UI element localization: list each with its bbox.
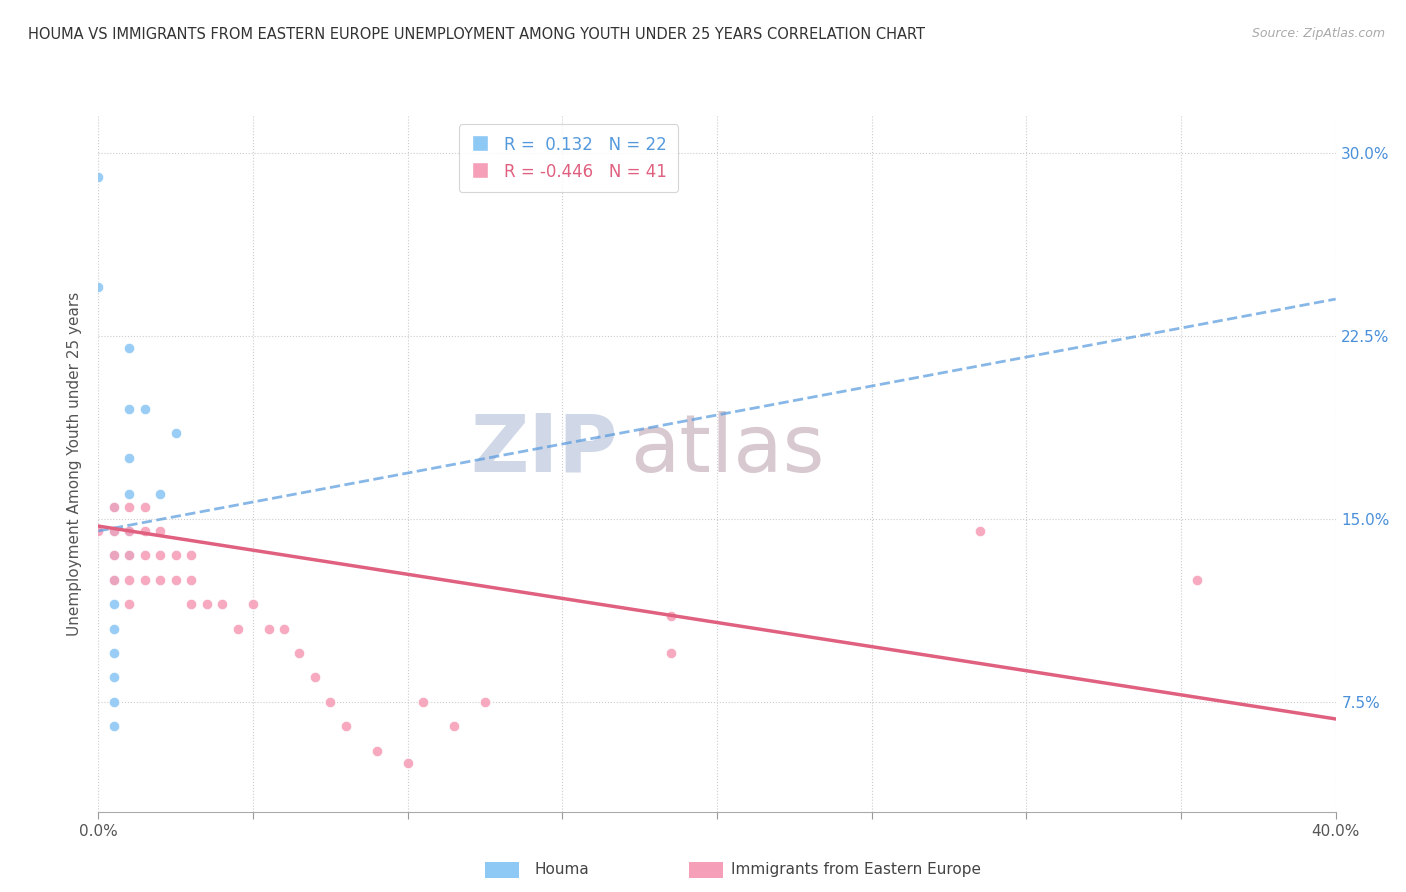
- Text: Houma: Houma: [534, 863, 589, 877]
- Y-axis label: Unemployment Among Youth under 25 years: Unemployment Among Youth under 25 years: [67, 292, 83, 636]
- Point: [149, 549, 172, 563]
- Point: [103, 719, 125, 733]
- Point: [180, 573, 202, 587]
- Text: ZIP: ZIP: [471, 411, 619, 489]
- Point: [103, 500, 125, 514]
- Point: [134, 401, 156, 416]
- Point: [103, 646, 125, 660]
- Point: [103, 573, 125, 587]
- Point: [87, 280, 110, 294]
- Point: [149, 487, 172, 501]
- Point: [118, 573, 141, 587]
- Point: [335, 719, 357, 733]
- Point: [103, 597, 125, 611]
- Point: [118, 500, 141, 514]
- Point: [118, 401, 141, 416]
- Text: atlas: atlas: [630, 411, 825, 489]
- Point: [257, 622, 280, 636]
- Legend: R =  0.132   N = 22, R = -0.446   N = 41: R = 0.132 N = 22, R = -0.446 N = 41: [458, 124, 678, 193]
- Point: [103, 695, 125, 709]
- Point: [366, 744, 388, 758]
- Point: [134, 524, 156, 538]
- Point: [273, 622, 295, 636]
- Point: [134, 500, 156, 514]
- Point: [103, 500, 125, 514]
- Point: [87, 169, 110, 184]
- Point: [659, 609, 682, 624]
- Point: [134, 549, 156, 563]
- Point: [118, 341, 141, 355]
- Point: [195, 597, 218, 611]
- Point: [412, 695, 434, 709]
- Point: [474, 695, 496, 709]
- Point: [149, 573, 172, 587]
- Point: [118, 524, 141, 538]
- Point: [319, 695, 342, 709]
- Point: [103, 622, 125, 636]
- Point: [118, 450, 141, 465]
- Point: [118, 487, 141, 501]
- Point: [211, 597, 233, 611]
- Point: [118, 597, 141, 611]
- Point: [165, 549, 187, 563]
- Point: [103, 524, 125, 538]
- Text: Source: ZipAtlas.com: Source: ZipAtlas.com: [1251, 27, 1385, 40]
- Point: [103, 670, 125, 684]
- Point: [103, 524, 125, 538]
- Point: [288, 646, 311, 660]
- Point: [659, 646, 682, 660]
- Point: [103, 549, 125, 563]
- Point: [165, 426, 187, 441]
- Point: [443, 719, 465, 733]
- Point: [226, 622, 249, 636]
- Point: [134, 573, 156, 587]
- Text: Immigrants from Eastern Europe: Immigrants from Eastern Europe: [731, 863, 981, 877]
- Point: [87, 524, 110, 538]
- Point: [180, 597, 202, 611]
- Point: [118, 524, 141, 538]
- Point: [1185, 573, 1208, 587]
- Point: [118, 549, 141, 563]
- Point: [165, 573, 187, 587]
- Point: [242, 597, 264, 611]
- Text: HOUMA VS IMMIGRANTS FROM EASTERN EUROPE UNEMPLOYMENT AMONG YOUTH UNDER 25 YEARS : HOUMA VS IMMIGRANTS FROM EASTERN EUROPE …: [28, 27, 925, 42]
- Point: [103, 549, 125, 563]
- Point: [103, 524, 125, 538]
- Point: [304, 670, 326, 684]
- Point: [103, 573, 125, 587]
- Point: [969, 524, 991, 538]
- Point: [180, 549, 202, 563]
- Point: [118, 549, 141, 563]
- Point: [396, 756, 419, 770]
- Point: [149, 524, 172, 538]
